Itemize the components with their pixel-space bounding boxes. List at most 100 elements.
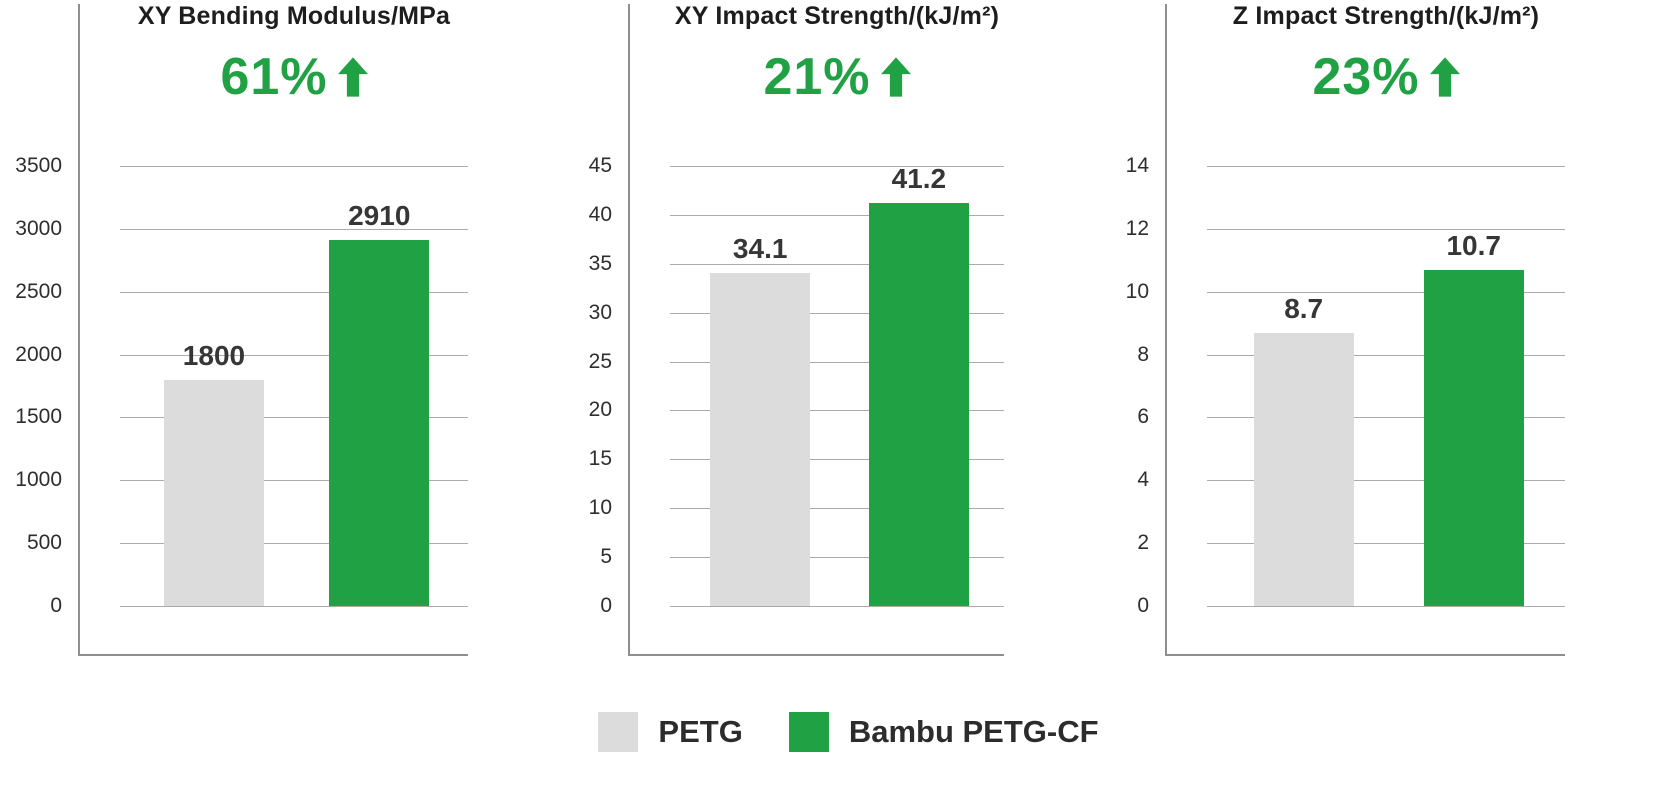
y-tick-label: 1000	[15, 468, 62, 492]
gridline	[120, 166, 468, 167]
bar-value-label: 34.1	[732, 232, 788, 264]
bar-bambu-petg-cf	[329, 240, 430, 606]
y-tick-label: 500	[26, 531, 62, 555]
gridline	[670, 166, 1004, 167]
chart-z-impact-strength: Z Impact Strength/(kJ/m²) 23% 0 2 4 6 8 10 12 1…	[1087, 0, 1567, 662]
gridline	[670, 410, 1004, 412]
gridline	[1207, 228, 1565, 230]
chart-header: XY Impact Strength/(kJ/m²) 21%	[670, 2, 1004, 107]
y-tick-label: 4	[1137, 468, 1149, 492]
y-tick-label: 2000	[15, 342, 62, 366]
chart-title: XY Bending Modulus/MPa	[137, 2, 451, 30]
y-tick-label: 15	[588, 447, 612, 471]
bar-petg	[710, 272, 811, 606]
legend-swatch-petg	[598, 712, 639, 752]
gridline	[1207, 166, 1565, 167]
y-tick-label: 12	[1125, 216, 1149, 240]
gridline	[1207, 543, 1565, 545]
y-axis: 0 2 4 6 8 10 12 14	[1087, 154, 1149, 617]
legend-label-bambu-petg-cf: Bambu PETG-CF	[848, 714, 1099, 749]
legend-item-petg: PETG	[598, 712, 743, 752]
improvement-indicator: 61%	[120, 47, 468, 107]
gridline	[670, 312, 1004, 314]
plot-area: 34.1 41.2	[670, 163, 1004, 607]
y-axis-line	[1165, 4, 1167, 656]
y-tick-label: 25	[588, 349, 612, 373]
gridline	[120, 354, 468, 356]
legend-item-bambu-petg-cf: Bambu PETG-CF	[788, 712, 1099, 752]
y-tick-label: 10	[588, 496, 612, 520]
bar-bambu-petg-cf	[868, 203, 969, 606]
gridline	[120, 606, 468, 607]
y-tick-label: 2500	[15, 279, 62, 303]
y-tick-label: 0	[50, 594, 62, 617]
plot-area: 1800 2910	[120, 166, 468, 607]
charts-row: XY Bending Modulus/MPa 61% 0 500 1000 1500 2…	[0, 0, 1567, 662]
y-tick-label: 3000	[15, 216, 62, 240]
gridline	[120, 291, 468, 293]
bar-value-label: 2910	[348, 200, 411, 232]
y-tick-label: 0	[600, 594, 612, 617]
gridline	[120, 228, 468, 230]
y-tick-label: 30	[588, 300, 612, 324]
gridline	[1207, 417, 1565, 419]
x-axis-line	[78, 654, 468, 656]
gridline	[120, 417, 468, 419]
gridline	[1207, 291, 1565, 293]
y-tick-label: 35	[588, 251, 612, 275]
up-arrow-icon	[337, 57, 368, 97]
chart-xy-bending-modulus: XY Bending Modulus/MPa 61% 0 500 1000 1500 2…	[0, 0, 470, 662]
up-arrow-icon	[1429, 57, 1460, 97]
gridline	[1207, 606, 1565, 607]
legend-label-petg: PETG	[658, 714, 743, 749]
y-tick-label: 6	[1137, 405, 1149, 429]
chart-header: XY Bending Modulus/MPa 61%	[120, 2, 468, 107]
improvement-percent: 61%	[220, 48, 328, 106]
gridline	[120, 480, 468, 482]
plot-area: 8.7 10.7	[1207, 166, 1565, 607]
bar-petg	[163, 379, 264, 606]
y-tick-label: 8	[1137, 342, 1149, 366]
gridline	[670, 361, 1004, 363]
gridline	[1207, 480, 1565, 482]
y-tick-label: 20	[588, 398, 612, 422]
x-axis-line	[628, 654, 1004, 656]
y-tick-label: 3500	[15, 154, 62, 177]
gridline	[670, 557, 1004, 559]
gridline	[670, 459, 1004, 461]
y-tick-label: 14	[1125, 154, 1149, 177]
improvement-percent: 23%	[1312, 48, 1420, 106]
gridline	[120, 543, 468, 545]
improvement-percent: 21%	[763, 48, 871, 106]
chart-title: Z Impact Strength/(kJ/m²)	[1232, 2, 1540, 30]
up-arrow-icon	[880, 57, 911, 97]
y-axis-line	[78, 4, 80, 656]
y-tick-label: 5	[600, 545, 612, 569]
y-tick-label: 2	[1137, 531, 1149, 555]
gridline	[670, 508, 1004, 510]
y-tick-label: 10	[1125, 279, 1149, 303]
legend: PETG Bambu PETG-CF	[30, 712, 1667, 752]
gridline	[1207, 354, 1565, 356]
y-axis: 0 5 10 15 20 25 30 35 40 45	[550, 154, 612, 617]
bar-value-label: 10.7	[1446, 229, 1501, 261]
y-tick-label: 40	[588, 202, 612, 226]
bar-value-label: 1800	[182, 339, 246, 371]
y-axis: 0 500 1000 1500 2000 2500 3000 3500	[0, 154, 62, 617]
legend-swatch-bambu-petg-cf	[788, 712, 829, 752]
bar-petg	[1253, 332, 1354, 606]
chart-xy-impact-strength: XY Impact Strength/(kJ/m²) 21% 0 5 10 15 20 2…	[550, 0, 1006, 662]
bar-value-label: 8.7	[1284, 292, 1324, 324]
x-axis-line	[1165, 654, 1565, 656]
y-axis-line	[628, 4, 630, 656]
gridline	[670, 214, 1004, 216]
chart-title: XY Impact Strength/(kJ/m²)	[674, 2, 1000, 30]
y-tick-label: 0	[1137, 594, 1149, 617]
gridline	[670, 606, 1004, 607]
bar-value-label: 41.2	[891, 163, 947, 195]
bar-bambu-petg-cf	[1423, 269, 1524, 606]
chart-header: Z Impact Strength/(kJ/m²) 23%	[1207, 2, 1565, 107]
gridline	[670, 263, 1004, 265]
y-tick-label: 1500	[15, 405, 62, 429]
